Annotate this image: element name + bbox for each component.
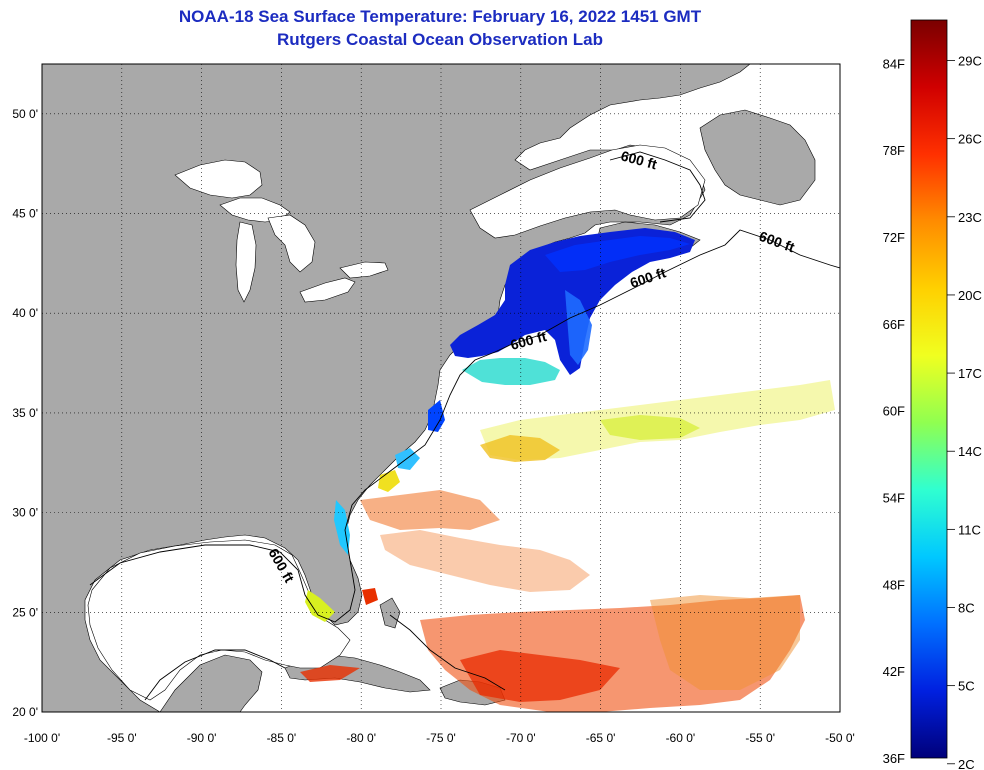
lat-tick-label: 20 0' xyxy=(12,705,38,719)
lon-tick-label: -65 0' xyxy=(586,731,616,745)
lakes xyxy=(87,144,706,701)
lon-tick-label: -85 0' xyxy=(267,731,297,745)
map-subtitle: Rutgers Coastal Ocean Observation Lab xyxy=(277,30,603,49)
colorbar-c-label: 14C xyxy=(958,444,982,459)
colorbar-c-label: 29C xyxy=(958,54,982,69)
lon-tick-label: -60 0' xyxy=(666,731,696,745)
lon-tick-label: -55 0' xyxy=(745,731,775,745)
colorbar-c-label: 23C xyxy=(958,210,982,225)
lon-tick-label: -70 0' xyxy=(506,731,536,745)
colorbar-f-label: 66F xyxy=(883,317,905,332)
lon-tick-label: -80 0' xyxy=(346,731,376,745)
colorbar-c-label: 17C xyxy=(958,366,982,381)
colorbar-c-label: 8C xyxy=(958,601,975,616)
isobath-600ft xyxy=(89,151,840,701)
graticule xyxy=(42,64,840,712)
colorbar-f-label: 78F xyxy=(883,143,905,158)
colorbar-f-label: 48F xyxy=(883,577,905,592)
sst-data xyxy=(300,228,835,712)
lat-tick-label: 25 0' xyxy=(12,605,38,619)
lat-tick-label: 35 0' xyxy=(12,406,38,420)
colorbar-celsius-labels: 29C 26C 23C 20C 17C 14C 11C 8C 5C 2C xyxy=(947,54,982,770)
lon-tick-label: -90 0' xyxy=(187,731,217,745)
colorbar-f-label: 42F xyxy=(883,664,905,679)
lat-tick-label: 40 0' xyxy=(12,306,38,320)
colorbar-c-label: 20C xyxy=(958,288,982,303)
colorbar-f-label: 54F xyxy=(883,491,905,506)
lat-tick-label: 50 0' xyxy=(12,107,38,121)
lon-tick-label: -100 0' xyxy=(24,731,60,745)
map-title: NOAA-18 Sea Surface Temperature: Februar… xyxy=(178,7,702,26)
colorbar-f-label: 72F xyxy=(883,230,905,245)
colorbar-f-label: 60F xyxy=(883,404,905,419)
lon-tick-label: -75 0' xyxy=(426,731,456,745)
lon-tick-label: -95 0' xyxy=(107,731,137,745)
longitude-axis: -100 0' -95 0' -90 0' -85 0' -80 0' -75 0' -70… xyxy=(24,731,855,745)
map-area: 600 ft 600 ft 600 ft 600 ft 600 ft xyxy=(42,64,840,712)
colorbar-c-label: 26C xyxy=(958,132,982,147)
map-frame xyxy=(41,63,841,713)
colorbar-c-label: 2C xyxy=(958,757,975,770)
colorbar-f-label: 84F xyxy=(883,56,905,71)
colorbar-f-label: 36F xyxy=(883,751,905,766)
latitude-axis: 20 0' 25 0' 30 0' 35 0' 40 0' 45 0' 50 0' xyxy=(12,107,38,719)
lat-tick-label: 30 0' xyxy=(12,506,38,520)
colorbar-c-label: 11C xyxy=(958,522,981,537)
colorbar-c-label: 5C xyxy=(958,679,975,694)
colorbar-fahrenheit-labels: 84F 78F 72F 66F 60F 54F 48F 42F 36F xyxy=(883,56,905,766)
lon-tick-label: -50 0' xyxy=(825,731,855,745)
lat-tick-label: 45 0' xyxy=(12,207,38,221)
colorbar xyxy=(910,19,948,759)
